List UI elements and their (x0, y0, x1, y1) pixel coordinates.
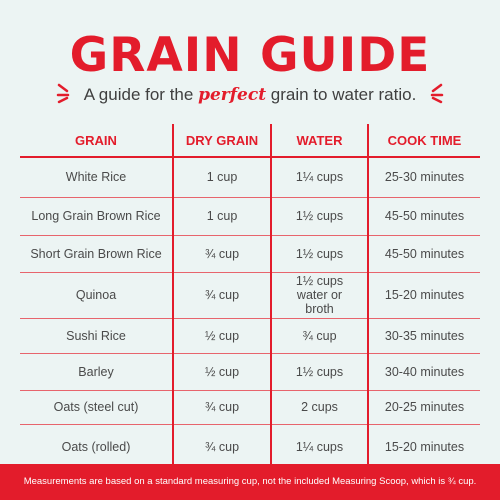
subtitle-emphasis: perfect (198, 85, 267, 105)
measurement-note-banner: Measurements are based on a standard mea… (0, 464, 500, 500)
table-row: Oats (steel cut) ¾ cup 2 cups 20-25 minu… (20, 389, 480, 424)
grain-cell: Barley (20, 352, 173, 390)
water-cell: 1¼ cups (270, 423, 368, 469)
cook-time-cell: 15-20 minutes (367, 423, 480, 469)
water-cell: 1½ cups (270, 352, 368, 390)
dry-grain-cell: ¾ cup (172, 271, 271, 318)
dry-grain-cell: ¾ cup (172, 389, 271, 424)
dry-grain-cell: ½ cup (172, 352, 271, 390)
column-header-grain: GRAIN (20, 124, 173, 158)
table-header-row: GRAIN DRY GRAIN WATER COOK TIME (20, 124, 480, 158)
measurement-note: Measurements are based on a standard mea… (23, 476, 477, 487)
table-row: Short Grain Brown Rice ¾ cup 1½ cups 45-… (20, 234, 480, 272)
grain-cell: Short Grain Brown Rice (20, 234, 173, 272)
grain-cell: Sushi Rice (20, 317, 173, 353)
page-subtitle: A guide for the perfect grain to water r… (0, 84, 500, 106)
cook-time-cell: 45-50 minutes (367, 196, 480, 235)
dry-grain-cell: ¾ cup (172, 234, 271, 272)
water-cell: 1½ cups (270, 234, 368, 272)
table-row: Oats (rolled) ¾ cup 1¼ cups 15-20 minute… (20, 423, 480, 469)
subtitle-end: grain to water ratio. (266, 85, 417, 104)
page-title: GRAIN GUIDE (69, 28, 431, 83)
grain-cell: Long Grain Brown Rice (20, 196, 173, 235)
water-cell: ¾ cup (270, 317, 368, 353)
column-header-water: WATER (270, 124, 368, 158)
dry-grain-cell: 1 cup (172, 196, 271, 235)
table-row: Long Grain Brown Rice 1 cup 1½ cups 45-5… (20, 196, 480, 235)
table-row: Barley ½ cup 1½ cups 30-40 minutes (20, 352, 480, 390)
grain-table: GRAIN DRY GRAIN WATER COOK TIME White Ri… (20, 124, 480, 469)
water-cell: 1½ cups (270, 196, 368, 235)
accent-marks-right-icon (430, 83, 444, 104)
table-row: Quinoa ¾ cup 1½ cups water or broth 15-2… (20, 271, 480, 318)
cook-time-cell: 30-35 minutes (367, 317, 480, 353)
grain-cell: White Rice (65, 170, 127, 185)
grain-cell: Quinoa (20, 271, 173, 318)
table-row: Sushi Rice ½ cup ¾ cup 30-35 minutes (20, 317, 480, 353)
water-cell: 2 cups (270, 389, 368, 424)
cook-time-cell: 45-50 minutes (367, 234, 480, 272)
cook-time-cell: 25-30 minutes (367, 157, 480, 197)
water-cell: 1½ cups water or broth (270, 271, 368, 318)
accent-marks-left-icon (56, 83, 70, 104)
grain-cell: Oats (rolled) (20, 423, 173, 469)
dry-grain-cell: ½ cup (172, 317, 271, 353)
dry-grain-cell: 1 cup (172, 157, 271, 197)
cook-time-cell: 20-25 minutes (367, 389, 480, 424)
column-header-cook-time: COOK TIME (367, 124, 480, 158)
table-row: White Rice 1 cup 1¼ cups 25-30 minutes (20, 157, 480, 197)
column-header-dry-grain: DRY GRAIN (172, 124, 271, 158)
grain-cell: Oats (steel cut) (20, 389, 173, 424)
dry-grain-cell: ¾ cup (172, 423, 271, 469)
cook-time-cell: 15-20 minutes (367, 271, 480, 318)
water-cell: 1¼ cups (270, 157, 368, 197)
cook-time-cell: 30-40 minutes (367, 352, 480, 390)
subtitle-start: A guide for the (83, 85, 199, 104)
